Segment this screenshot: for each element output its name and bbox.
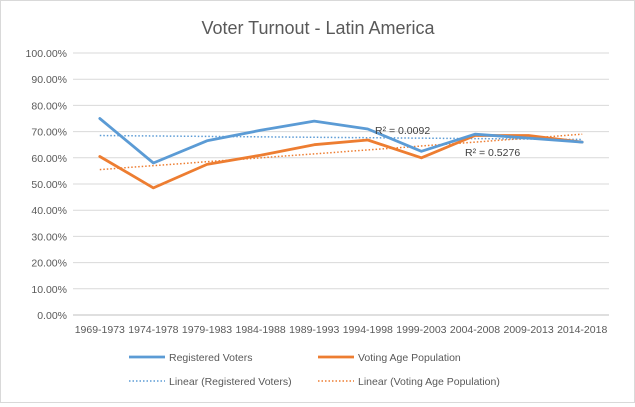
x-tick-label: 1969-1973 — [75, 324, 125, 336]
x-tick-label: 1984-1988 — [235, 324, 285, 336]
series-line-1 — [98, 134, 584, 190]
legend: Registered Voters Voting Age Population Li… — [129, 352, 500, 388]
x-tick-label: 2009-2013 — [503, 324, 553, 336]
r2-label-0: R² = 0.0092 — [375, 125, 430, 137]
x-tick-label: 1979-1983 — [182, 324, 232, 336]
r2-label-1: R² = 0.5276 — [465, 147, 520, 159]
y-tick-label: 80.00% — [31, 100, 67, 112]
x-tick-label: 1994-1998 — [343, 324, 393, 336]
series-line-0 — [98, 117, 584, 165]
gridlines — [73, 52, 609, 316]
y-tick-label: 60.00% — [31, 153, 67, 165]
x-tick-label: 1974-1978 — [128, 324, 178, 336]
y-tick-label: 100.00% — [26, 48, 67, 60]
r2-labels: R² = 0.0092 R² = 0.5276 — [375, 125, 520, 159]
legend-label: Linear (Voting Age Population) — [358, 376, 500, 388]
y-tick-label: 50.00% — [31, 179, 67, 191]
y-tick-label: 40.00% — [31, 205, 67, 217]
trendline-1 — [99, 133, 583, 171]
legend-label: Linear (Registered Voters) — [169, 376, 292, 388]
legend-label: Voting Age Population — [358, 352, 461, 364]
y-tick-label: 70.00% — [31, 127, 67, 139]
y-tick-label: 10.00% — [31, 284, 67, 296]
y-axis-ticks: 0.00% 10.00% 20.00% 30.00% 40.00% 50.00% 60.00… — [26, 48, 67, 322]
x-tick-label: 2004-2008 — [450, 324, 500, 336]
y-tick-label: 90.00% — [31, 74, 67, 86]
trendlines — [99, 133, 583, 171]
x-axis-ticks: 1969-1973 1974-1978 1979-1983 1984-1988 1989… — [75, 324, 608, 336]
x-tick-label: 2014-2018 — [557, 324, 607, 336]
x-tick-label: 1989-1993 — [289, 324, 339, 336]
y-tick-label: 20.00% — [31, 258, 67, 270]
y-tick-label: 0.00% — [37, 310, 67, 322]
y-tick-label: 30.00% — [31, 231, 67, 243]
x-tick-label: 1999-2003 — [396, 324, 446, 336]
legend-label: Registered Voters — [169, 352, 252, 364]
chart-title: Voter Turnout - Latin America — [201, 18, 435, 38]
series-lines — [98, 117, 584, 190]
